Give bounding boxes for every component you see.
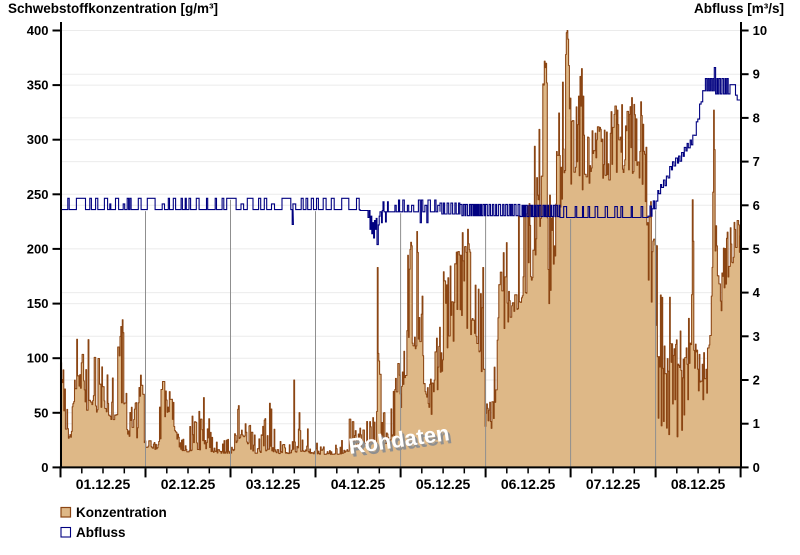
svg-text:01.12.25: 01.12.25 (76, 476, 131, 492)
svg-text:4: 4 (753, 285, 761, 300)
svg-text:200: 200 (27, 241, 49, 256)
svg-text:350: 350 (27, 78, 49, 93)
svg-text:02.12.25: 02.12.25 (161, 476, 216, 492)
svg-text:3: 3 (753, 329, 760, 344)
svg-text:Abfluss: Abfluss (76, 525, 126, 540)
svg-text:6: 6 (753, 198, 760, 213)
svg-text:5: 5 (753, 241, 760, 256)
svg-text:8: 8 (753, 110, 760, 125)
svg-text:150: 150 (27, 296, 49, 311)
svg-text:10: 10 (753, 23, 767, 38)
svg-text:50: 50 (34, 405, 48, 420)
svg-text:7: 7 (753, 154, 760, 169)
svg-text:250: 250 (27, 187, 49, 202)
svg-text:400: 400 (27, 23, 49, 38)
svg-text:05.12.25: 05.12.25 (416, 476, 471, 492)
svg-text:2: 2 (753, 373, 760, 388)
svg-text:07.12.25: 07.12.25 (586, 476, 641, 492)
svg-text:0: 0 (753, 460, 760, 475)
svg-text:06.12.25: 06.12.25 (501, 476, 556, 492)
svg-text:9: 9 (753, 67, 760, 82)
svg-text:100: 100 (27, 351, 49, 366)
svg-text:1: 1 (753, 416, 760, 431)
svg-text:03.12.25: 03.12.25 (246, 476, 301, 492)
svg-text:08.12.25: 08.12.25 (671, 476, 726, 492)
svg-text:Konzentration: Konzentration (76, 505, 167, 520)
svg-text:300: 300 (27, 132, 49, 147)
svg-text:Schwebstoffkonzentration [g/m³: Schwebstoffkonzentration [g/m³] (8, 1, 218, 16)
svg-text:Abfluss [m³/s]: Abfluss [m³/s] (694, 1, 784, 16)
svg-text:0: 0 (41, 460, 48, 475)
svg-text:04.12.25: 04.12.25 (331, 476, 386, 492)
